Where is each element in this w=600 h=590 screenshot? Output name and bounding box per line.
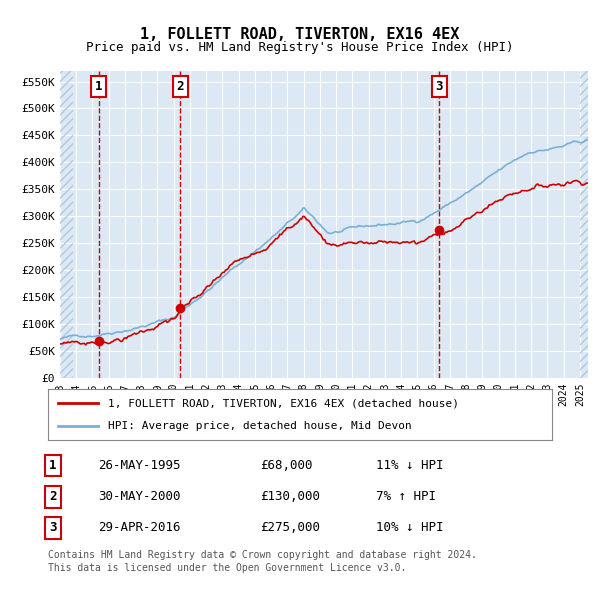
Text: 11% ↓ HPI: 11% ↓ HPI — [376, 459, 443, 472]
Text: 3: 3 — [49, 521, 57, 535]
Text: 1, FOLLETT ROAD, TIVERTON, EX16 4EX: 1, FOLLETT ROAD, TIVERTON, EX16 4EX — [140, 27, 460, 41]
Text: 29-APR-2016: 29-APR-2016 — [98, 521, 181, 535]
Text: Contains HM Land Registry data © Crown copyright and database right 2024.: Contains HM Land Registry data © Crown c… — [48, 549, 477, 559]
Text: 30-MAY-2000: 30-MAY-2000 — [98, 490, 181, 503]
Text: This data is licensed under the Open Government Licence v3.0.: This data is licensed under the Open Gov… — [48, 563, 406, 573]
Text: HPI: Average price, detached house, Mid Devon: HPI: Average price, detached house, Mid … — [109, 421, 412, 431]
Text: Price paid vs. HM Land Registry's House Price Index (HPI): Price paid vs. HM Land Registry's House … — [86, 41, 514, 54]
Text: £275,000: £275,000 — [260, 521, 320, 535]
Text: 2: 2 — [176, 80, 184, 93]
Bar — [580, 71, 588, 378]
Text: 1: 1 — [49, 459, 57, 472]
Text: 3: 3 — [435, 80, 443, 93]
Bar — [60, 71, 73, 378]
Text: 7% ↑ HPI: 7% ↑ HPI — [376, 490, 436, 503]
Text: £68,000: £68,000 — [260, 459, 312, 472]
Text: 1, FOLLETT ROAD, TIVERTON, EX16 4EX (detached house): 1, FOLLETT ROAD, TIVERTON, EX16 4EX (det… — [109, 398, 460, 408]
Text: £130,000: £130,000 — [260, 490, 320, 503]
Text: 26-MAY-1995: 26-MAY-1995 — [98, 459, 181, 472]
Text: 2: 2 — [49, 490, 57, 503]
Text: 1: 1 — [95, 80, 103, 93]
Text: 10% ↓ HPI: 10% ↓ HPI — [376, 521, 443, 535]
